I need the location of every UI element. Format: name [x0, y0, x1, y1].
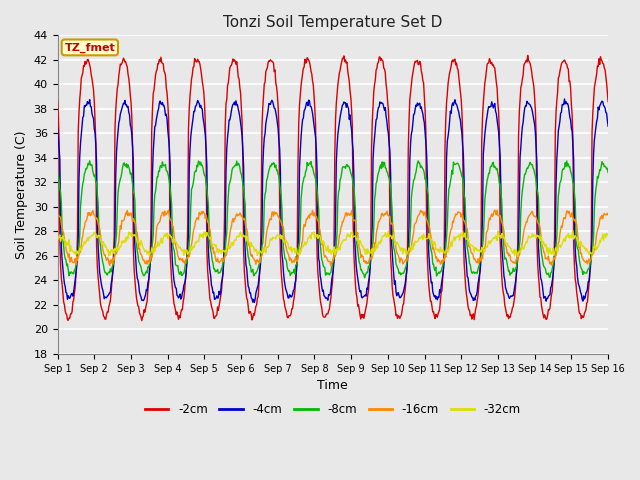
Legend: -2cm, -4cm, -8cm, -16cm, -32cm: -2cm, -4cm, -8cm, -16cm, -32cm — [140, 398, 525, 420]
Text: TZ_fmet: TZ_fmet — [65, 42, 115, 52]
Title: Tonzi Soil Temperature Set D: Tonzi Soil Temperature Set D — [223, 15, 442, 30]
Y-axis label: Soil Temperature (C): Soil Temperature (C) — [15, 131, 28, 259]
X-axis label: Time: Time — [317, 379, 348, 392]
